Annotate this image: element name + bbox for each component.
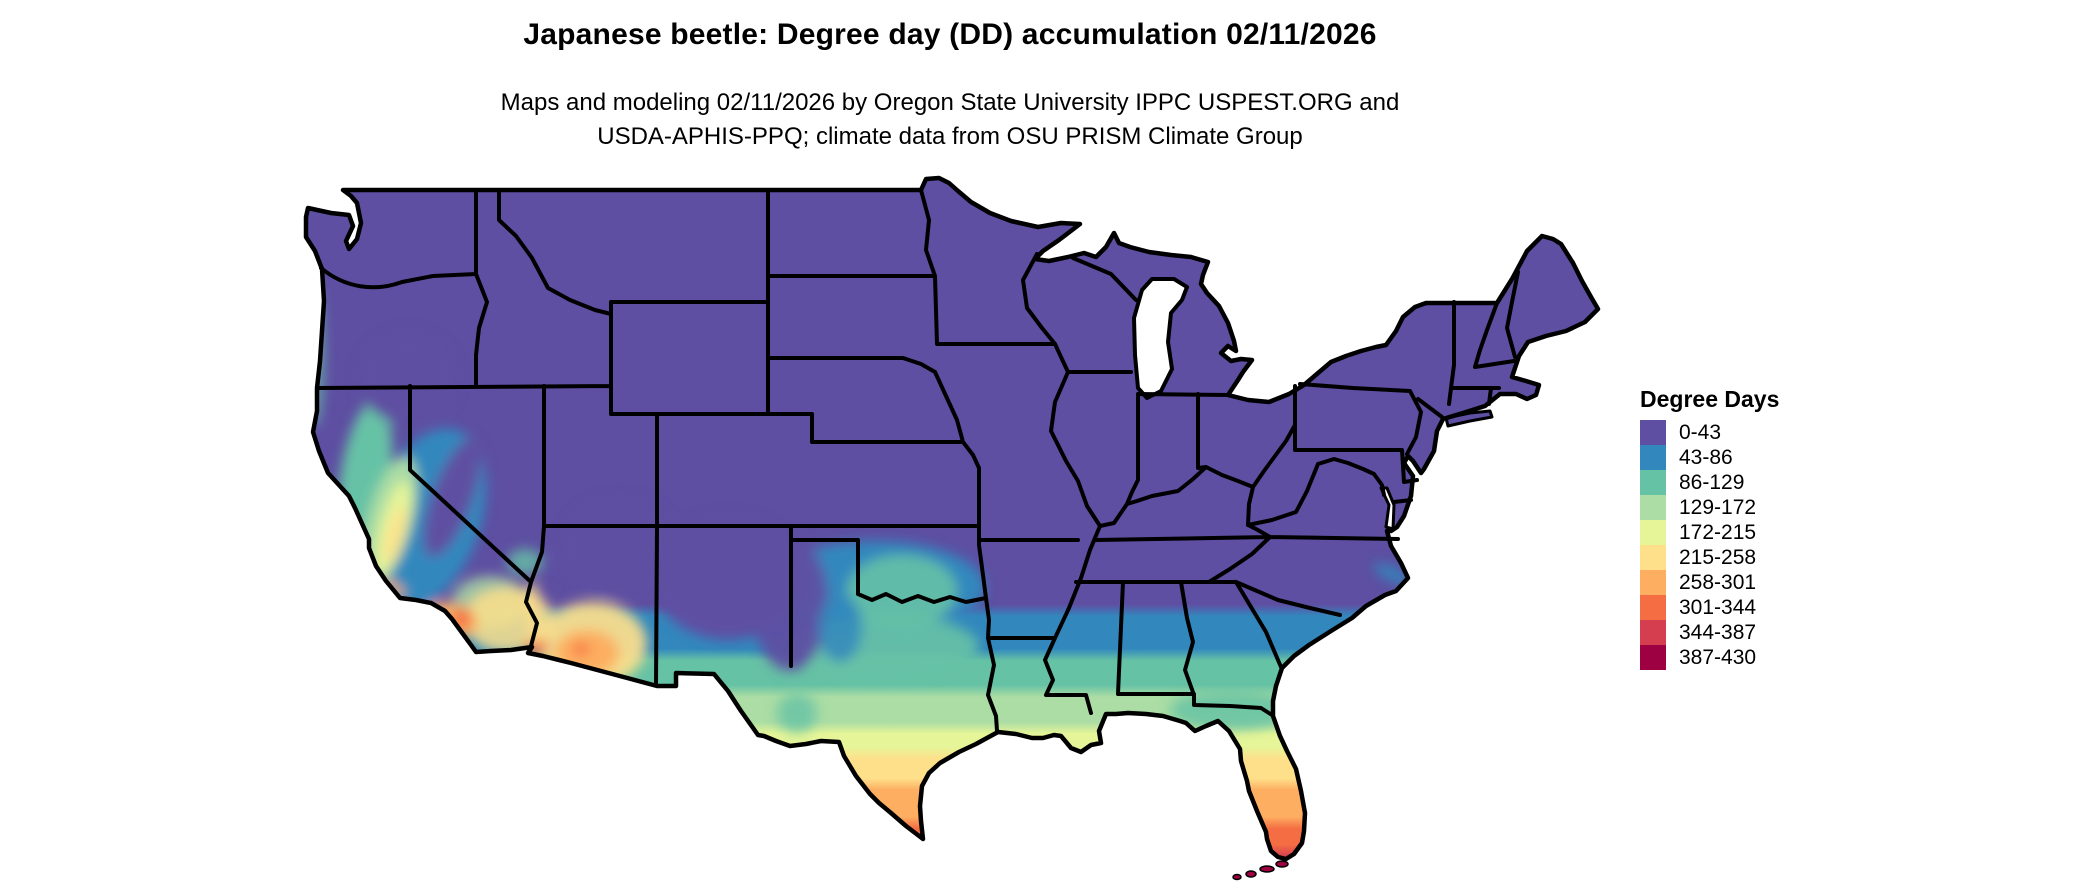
legend: Degree Days 0-43 43-86 86-129 129-172 172-21…	[1640, 386, 1779, 670]
legend-swatch	[1640, 645, 1666, 670]
lake-michigan	[1132, 277, 1189, 400]
legend-item: 0-43	[1640, 420, 1779, 445]
page-title: Japanese beetle: Degree day (DD) accumul…	[523, 18, 1377, 51]
florida-keys	[1232, 860, 1289, 881]
legend-label: 43-86	[1679, 446, 1733, 469]
legend-item: 43-86	[1640, 445, 1779, 470]
legend-item: 172-215	[1640, 520, 1779, 545]
overlay-northeast-california-purple	[358, 332, 458, 424]
map-subtitle: Maps and modeling 02/11/2026 by Oregon S…	[300, 86, 1600, 154]
legend-label: 172-215	[1679, 521, 1757, 544]
overlay-pecos-blue	[818, 594, 862, 662]
legend-item: 301-344	[1640, 595, 1779, 620]
state-borders	[315, 188, 1520, 733]
subtitle-line-1: Maps and modeling 02/11/2026 by Oregon S…	[500, 89, 1400, 116]
legend-swatch	[1640, 495, 1666, 520]
legend-item: 86-129	[1640, 470, 1779, 495]
legend-title: Degree Days	[1640, 386, 1780, 412]
us-degree-day-map	[290, 150, 1630, 890]
legend-swatch	[1640, 445, 1666, 470]
legend-item: 387-430	[1640, 645, 1779, 670]
legend-swatch	[1640, 470, 1666, 495]
overlay-phoenix-red	[572, 643, 590, 655]
legend-item: 344-387	[1640, 620, 1779, 645]
overlay-north-arizona-purple	[560, 498, 680, 598]
overlay-socal-coast-orange	[423, 621, 443, 633]
legend-item: 129-172	[1640, 495, 1779, 520]
legend-label: 301-344	[1679, 596, 1757, 619]
overlay-central-valley-yellow	[384, 505, 406, 565]
legend-label: 0-43	[1679, 421, 1722, 444]
legend-label: 258-301	[1679, 571, 1757, 594]
legend-swatch	[1640, 570, 1666, 595]
legend-swatch	[1640, 420, 1666, 445]
overlay-carolina-coast-blue	[1373, 563, 1411, 585]
legend-label: 86-129	[1679, 471, 1745, 494]
legend-swatch	[1640, 595, 1666, 620]
legend-label: 215-258	[1679, 546, 1757, 569]
legend-swatch	[1640, 620, 1666, 645]
legend-items: 0-43 43-86 86-129 129-172 172-215 215-258 258-…	[1640, 420, 1779, 670]
overlay-panhandle-teal	[847, 555, 957, 627]
us-map-svg	[290, 150, 1630, 881]
overlay-sierra-purple	[423, 439, 481, 557]
climate-overlays	[306, 283, 1411, 733]
subtitle-line-2: USDA-APHIS-PPQ; climate data from OSU PR…	[597, 123, 1303, 150]
legend-label: 387-430	[1679, 646, 1757, 669]
legend-swatch	[1640, 545, 1666, 570]
overlay-bigbend-teal	[777, 693, 817, 733]
overlay-georgia-florida-teal	[1170, 690, 1294, 730]
legend-swatch	[1640, 520, 1666, 545]
legend-item: 258-301	[1640, 570, 1779, 595]
legend-item: 215-258	[1640, 545, 1779, 570]
legend-label: 344-387	[1679, 621, 1757, 644]
legend-label: 129-172	[1679, 496, 1757, 519]
